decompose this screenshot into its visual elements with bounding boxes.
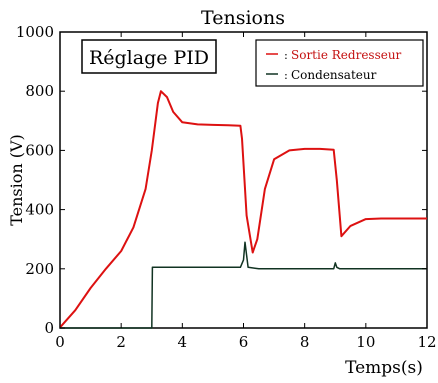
legend: : Sortie Redresseur : Condensateur [255, 39, 424, 87]
y-tick-label: 800 [25, 82, 54, 100]
series-line-sortie-redresseur [59, 90, 427, 329]
legend-colon: : [284, 68, 288, 82]
y-tick-label: 600 [25, 141, 54, 159]
y-axis-label: Tension (V) [7, 134, 26, 226]
x-tick-label: 8 [300, 333, 310, 351]
x-tick-label: 2 [116, 333, 126, 351]
annotation-text: Réglage PID [89, 47, 209, 69]
y-tick-label: 400 [25, 201, 54, 219]
legend-label-condensateur: Condensateur [291, 68, 377, 82]
x-tick-label: 12 [417, 333, 436, 351]
x-tick-label: 10 [356, 333, 375, 351]
x-tick-label: 6 [239, 333, 249, 351]
x-tick-label: 0 [55, 333, 65, 351]
y-tick-label: 200 [25, 260, 54, 278]
annotation-border [81, 39, 217, 74]
y-tick-label: 1000 [16, 23, 54, 41]
x-tick-label: 4 [178, 333, 188, 351]
legend-colon: : [284, 48, 288, 62]
legend-box [255, 39, 424, 87]
tick-layer: 0 2 4 6 8 10 12 0 200 400 600 800 1000 [16, 23, 437, 351]
annotation-box: Réglage PID [81, 39, 217, 74]
y-tick-label: 0 [44, 319, 54, 337]
x-axis-label: Temps(s) [345, 358, 423, 378]
series-line-condensateur [60, 241, 427, 329]
series-layer [59, 90, 427, 329]
chart-title: Tensions [201, 7, 285, 29]
legend-label-sortie: Sortie Redresseur [291, 48, 402, 62]
